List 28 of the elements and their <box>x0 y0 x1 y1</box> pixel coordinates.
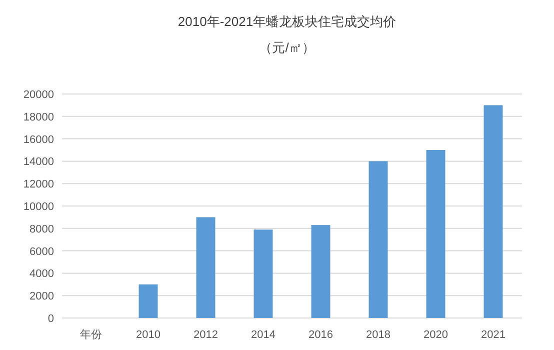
chart-title: 2010年-2021年蟠龙板块住宅成交均价 <box>178 14 396 29</box>
x-tick-label: 2016 <box>308 329 333 341</box>
y-tick-label: 14000 <box>23 156 54 168</box>
x-tick-label: 2020 <box>424 329 448 341</box>
chart-subtitle: （元/㎡） <box>259 40 315 55</box>
y-tick-label: 0 <box>48 313 54 325</box>
bar <box>254 230 273 318</box>
bar <box>196 217 216 318</box>
y-tick-label: 4000 <box>30 268 54 280</box>
x-tick-label: 年份 <box>80 329 102 341</box>
y-tick-label: 6000 <box>30 246 54 258</box>
y-tick-label: 12000 <box>23 178 54 191</box>
x-tick-label: 2018 <box>366 329 390 341</box>
x-tick-label: 2021 <box>481 329 506 341</box>
y-tick-label: 20000 <box>23 89 54 101</box>
y-tick-label: 2000 <box>30 290 54 303</box>
bar <box>484 105 503 318</box>
y-tick-label: 10000 <box>23 201 54 213</box>
x-tick-label: 2012 <box>194 329 218 341</box>
bar <box>311 225 330 318</box>
bar <box>426 150 446 318</box>
x-tick-label: 2014 <box>251 329 276 341</box>
y-tick-label: 8000 <box>30 223 54 236</box>
y-tick-label: 16000 <box>23 134 54 146</box>
bar <box>368 161 388 318</box>
x-tick-label: 2010 <box>136 329 160 341</box>
bar <box>138 284 158 318</box>
y-tick-label: 18000 <box>23 111 54 124</box>
